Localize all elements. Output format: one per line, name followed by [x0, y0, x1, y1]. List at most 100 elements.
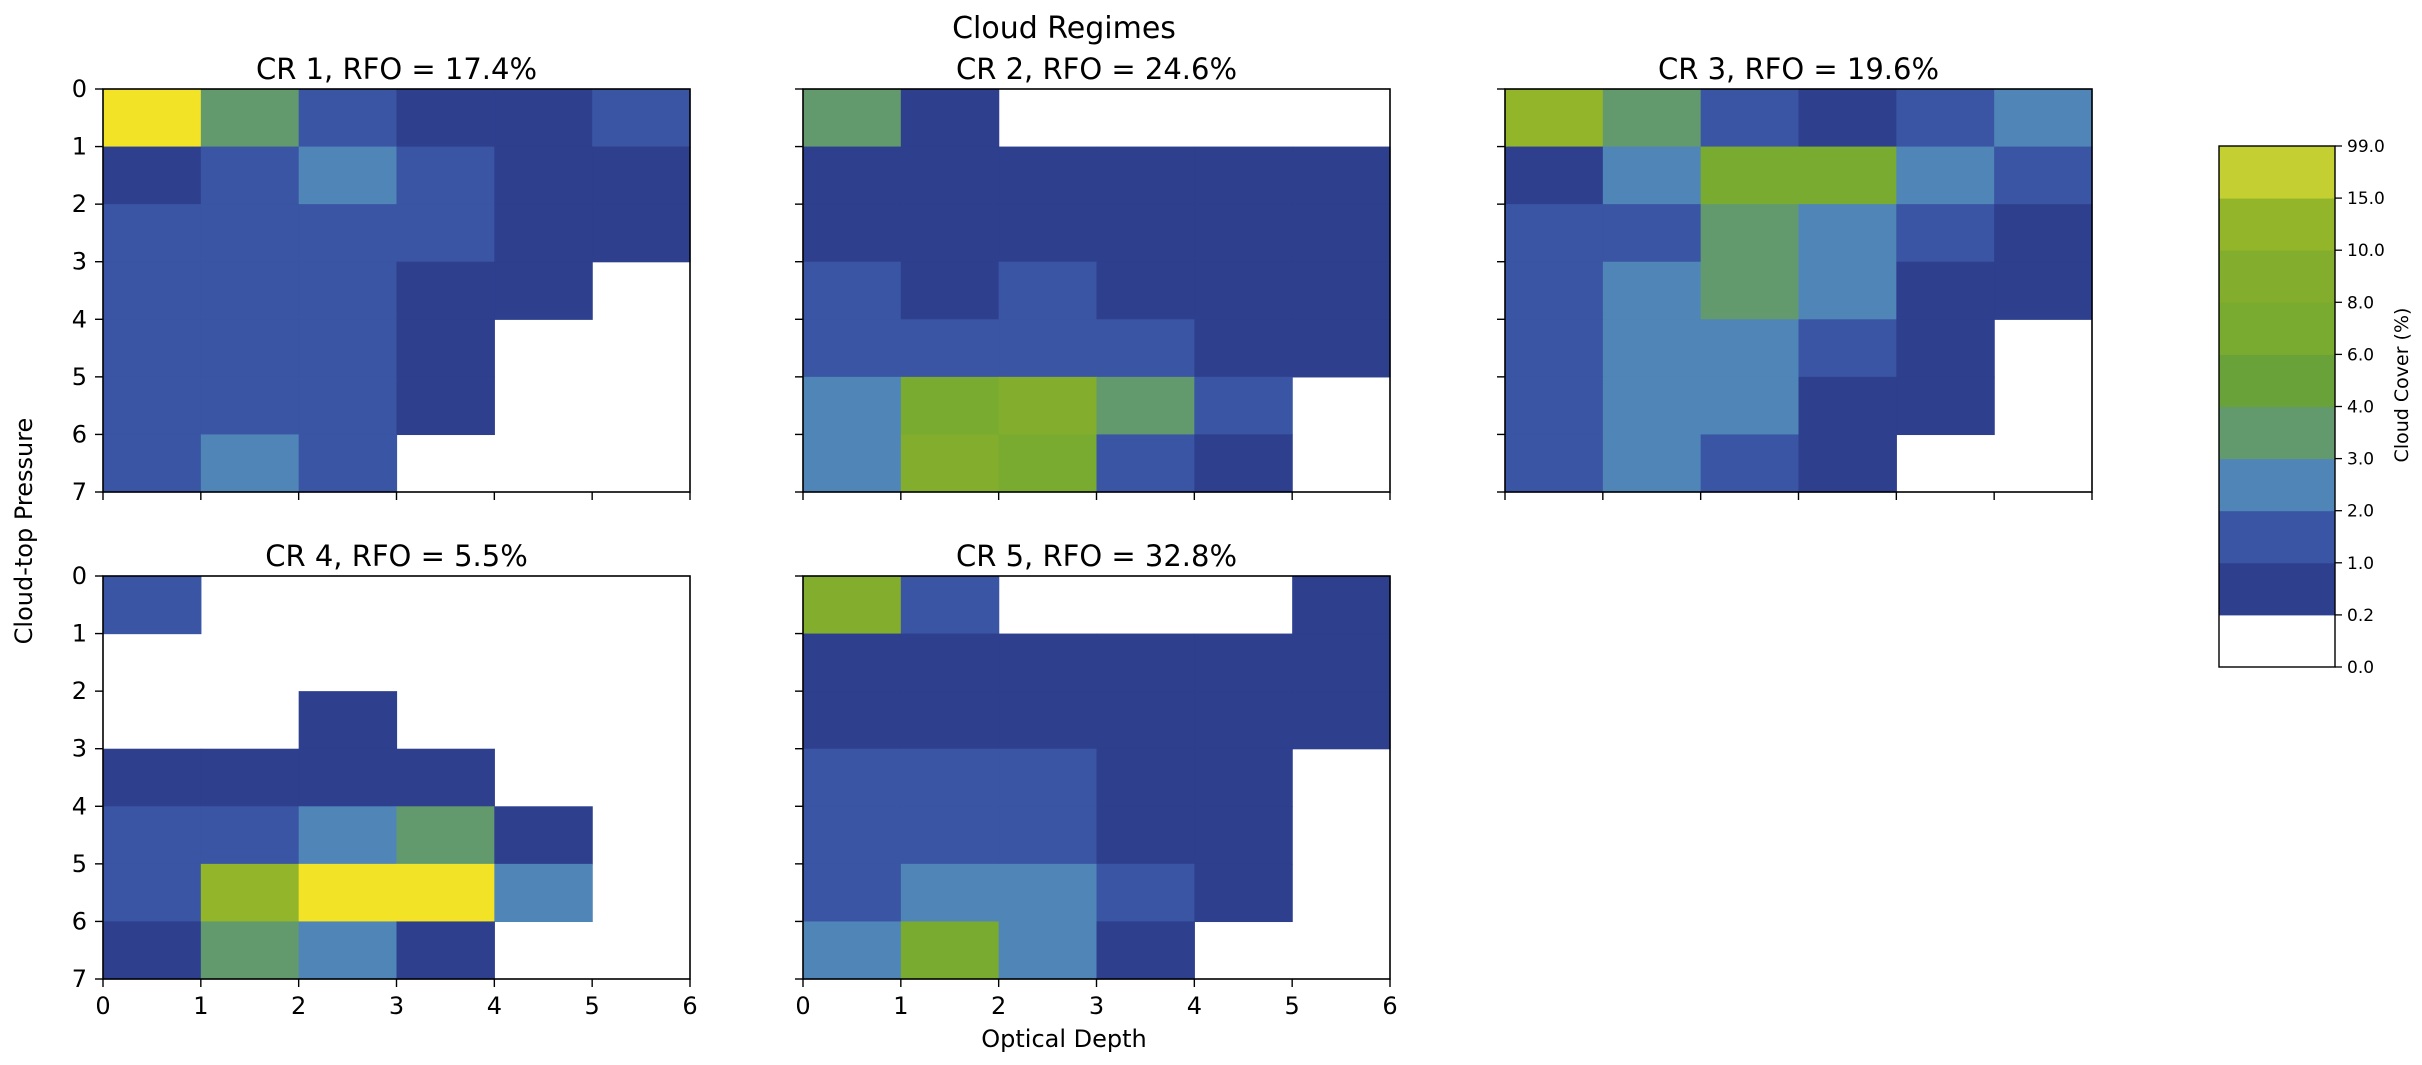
heatmap-cell-r1-c1 [900, 633, 1000, 692]
x-tick-label: 2 [291, 992, 306, 1020]
heatmap-cell-r0-c1 [200, 89, 300, 148]
heatmap-cell-r0-c0 [1505, 89, 1604, 148]
colorbar-tick-label: 4.0 [2347, 398, 2374, 418]
heatmap-cell-r1-c4 [1194, 633, 1293, 692]
x-tick-label: 3 [1089, 992, 1104, 1020]
heatmap-cell-r3-c2 [1700, 261, 1800, 320]
heatmap-cell-r2-c0 [103, 204, 202, 263]
heatmap-cell-r3-c3 [1096, 261, 1195, 320]
heatmap-cell-r1-c0 [103, 146, 202, 205]
panel-title: CR 2, RFO = 24.6% [956, 52, 1237, 86]
heatmap-cell-r2-c2 [298, 204, 398, 263]
x-tick-label: 1 [193, 992, 208, 1020]
heatmap-cell-r4-c3 [396, 806, 495, 865]
heatmap-cell-r5-c0 [803, 863, 902, 923]
heatmap-cell-r0-c5 [1994, 89, 2093, 148]
heatmap-cell-r3-c1 [900, 748, 1000, 807]
heatmap-cell-r2-c2 [1700, 204, 1800, 263]
colorbar-tick-label: 8.0 [2347, 293, 2374, 313]
y-tick-label: 0 [72, 562, 87, 590]
heatmap-cell-r6-c2 [298, 434, 398, 493]
heatmap-panels: 0 1 2 3 4 5 6 7 CR 1, RFO = 17.4% CR 2, RFO = 24.… [72, 52, 2093, 1020]
heatmap-cell-r3-c3 [396, 261, 495, 320]
heatmap-cell-r1-c4 [1896, 146, 1995, 205]
heatmap-cell-r4-c3 [1096, 806, 1195, 865]
y-tick-label: 3 [72, 248, 87, 276]
heatmap-cell-r3-c0 [103, 748, 202, 807]
heatmap-cell-r2-c4 [494, 204, 593, 263]
heatmap-cell-r1-c1 [1602, 146, 1702, 205]
heatmap-cell-r6-c2 [998, 921, 1098, 980]
colorbar-segment-5 [2219, 354, 2335, 407]
heatmap-cell-r0-c4 [1896, 89, 1995, 148]
y-tick-label: 3 [72, 735, 87, 763]
y-tick-label: 5 [72, 850, 87, 878]
colorbar-tick-label: 99.0 [2347, 137, 2385, 157]
colorbar-segment-1 [2219, 562, 2335, 616]
heatmap-cell-r4-c0 [803, 806, 902, 865]
heatmap-cell-r5-c0 [103, 863, 202, 923]
heatmap-cell-r6-c2 [298, 921, 398, 980]
x-tick-label: 4 [487, 992, 502, 1020]
colorbar-segment-8 [2219, 198, 2335, 251]
heatmap-cell-r6-c2 [1700, 434, 1800, 493]
heatmap-cell-r2-c2 [298, 691, 398, 750]
y-tick-label: 7 [72, 965, 87, 993]
heatmap-cell-r2-c3 [1798, 204, 1897, 263]
heatmap-cell-r2-c5 [1292, 691, 1391, 750]
heatmap-cell-r1-c3 [1096, 633, 1195, 692]
heatmap-cell-r6-c1 [900, 921, 1000, 980]
heatmap-cell-r6-c1 [200, 434, 300, 493]
heatmap-cell-r3-c2 [998, 261, 1098, 320]
heatmap-cell-r5-c0 [1505, 376, 1604, 436]
heatmap-cell-r5-c1 [200, 863, 300, 923]
y-tick-label: 4 [72, 792, 87, 820]
colorbar-tick-label: 1.0 [2347, 554, 2374, 574]
colorbar-segment-0 [2219, 614, 2335, 668]
heatmap-cell-r6-c4 [1194, 434, 1293, 493]
heatmap-cell-r3-c1 [1602, 261, 1702, 320]
heatmap-cell-r6-c3 [1096, 921, 1195, 980]
panel-title: CR 5, RFO = 32.8% [956, 539, 1237, 573]
x-tick-label: 6 [682, 992, 697, 1020]
colorbar-tick-label: 0.2 [2347, 606, 2374, 626]
heatmap-cell-r0-c2 [1700, 89, 1800, 148]
x-tick-label: 0 [95, 992, 110, 1020]
heatmap-cell-r6-c0 [803, 921, 902, 980]
heatmap-cell-r3-c3 [1096, 748, 1195, 807]
x-tick-label: 1 [893, 992, 908, 1020]
heatmap-cell-r2-c5 [592, 204, 691, 263]
heatmap-cell-r5-c3 [396, 863, 495, 923]
heatmap-cell-r1-c1 [900, 146, 1000, 205]
heatmap-panel-5: 0 1 2 3 4 5 6 CR 5, RFO = 32.8% [795, 539, 1398, 1020]
y-axis-label: Cloud-top Pressure [10, 418, 38, 645]
heatmap-cell-r6-c1 [1602, 434, 1702, 493]
x-tick-label: 4 [1187, 992, 1202, 1020]
heatmap-cell-r5-c1 [900, 863, 1000, 923]
colorbar-tick-label: 2.0 [2347, 502, 2374, 522]
heatmap-panel-1: 0 1 2 3 4 5 6 7 CR 1, RFO = 17.4% [72, 52, 691, 506]
heatmap-cell-r4-c1 [1602, 319, 1702, 378]
heatmap-cell-r4-c2 [298, 806, 398, 865]
panel-title: CR 3, RFO = 19.6% [1658, 52, 1939, 86]
heatmap-cell-r4-c0 [103, 806, 202, 865]
heatmap-cell-r3-c4 [494, 261, 593, 320]
x-tick-label: 3 [389, 992, 404, 1020]
colorbar-segment-4 [2219, 406, 2335, 460]
heatmap-cell-r3-c4 [1896, 261, 1995, 320]
heatmap-cell-r1-c3 [1096, 146, 1195, 205]
heatmap-cell-r2-c0 [803, 204, 902, 263]
heatmap-cell-r3-c4 [1194, 261, 1293, 320]
heatmap-cell-r3-c1 [200, 748, 300, 807]
heatmap-cell-r1-c2 [998, 146, 1098, 205]
heatmap-cell-r3-c3 [1798, 261, 1897, 320]
heatmap-cell-r4-c0 [1505, 319, 1604, 378]
heatmap-cell-r1-c5 [1994, 146, 2093, 205]
heatmap-cell-r0-c0 [103, 89, 202, 148]
heatmap-cell-r4-c3 [396, 319, 495, 378]
heatmap-cell-r2-c4 [1194, 691, 1293, 750]
heatmap-cell-r1-c5 [592, 146, 691, 205]
heatmap-cell-r2-c0 [1505, 204, 1604, 263]
y-tick-label: 6 [72, 907, 87, 935]
